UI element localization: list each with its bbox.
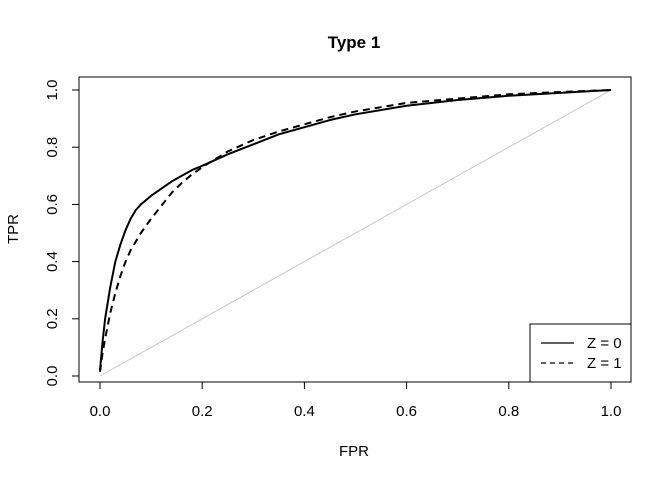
reference-diagonal-line (99, 89, 612, 377)
x-tick-label: 1.0 (601, 403, 622, 420)
x-axis: 0.0 0.2 0.4 0.6 0.8 1.0 (90, 381, 622, 420)
chart-title: Type 1 (328, 33, 381, 52)
y-tick-label: 1.0 (44, 80, 61, 101)
y-tick-label: 0.2 (44, 308, 61, 329)
series-layer (99, 89, 612, 372)
x-tick-label: 0.6 (396, 403, 417, 420)
x-tick-label: 0.8 (498, 403, 519, 420)
y-axis-label: TPR (5, 214, 22, 244)
x-tick-label: 0.0 (90, 403, 111, 420)
y-tick-label: 0.8 (44, 137, 61, 158)
legend-box (529, 323, 632, 383)
y-tick-label: 0.4 (44, 251, 61, 272)
x-axis-label: FPR (339, 443, 369, 460)
legend-label-z1: Z = 1 (587, 355, 622, 372)
legend: Z = 0 Z = 1 (529, 323, 632, 383)
x-tick-label: 0.4 (294, 403, 315, 420)
legend-label-z0: Z = 0 (587, 335, 622, 352)
y-tick-label: 0.6 (44, 194, 61, 215)
y-tick-label: 0.0 (44, 366, 61, 387)
series-line-z1 (99, 89, 612, 372)
series-line-z0 (99, 89, 612, 371)
y-axis: 0.0 0.2 0.4 0.6 0.8 1.0 (44, 80, 80, 387)
reference-layer (99, 89, 612, 377)
x-tick-label: 0.2 (192, 403, 213, 420)
